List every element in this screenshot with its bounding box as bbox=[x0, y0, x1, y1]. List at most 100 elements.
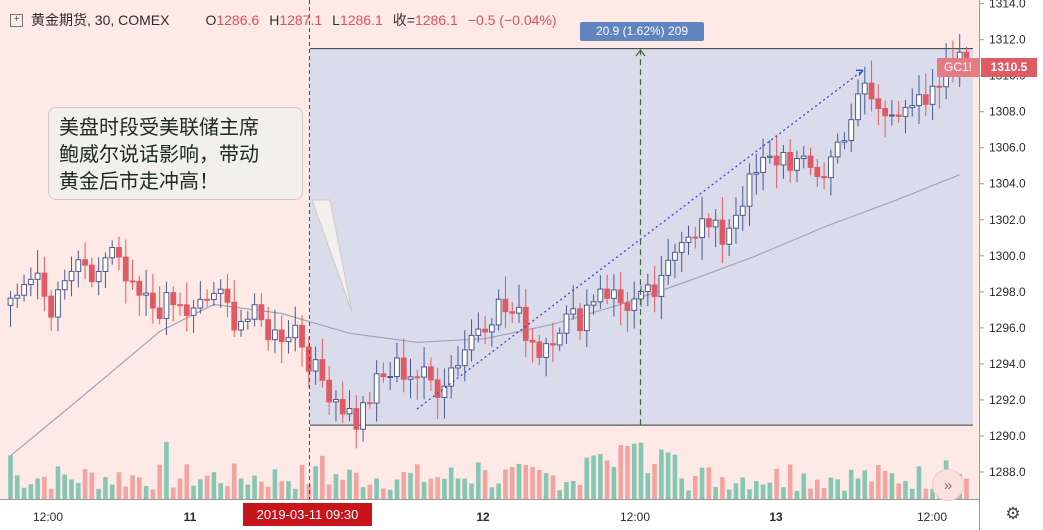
candle bbox=[353, 395, 360, 449]
volume-bar bbox=[320, 455, 325, 499]
candle-body bbox=[7, 297, 14, 306]
candle bbox=[177, 292, 183, 316]
candle-body bbox=[699, 218, 705, 239]
volume-bar bbox=[733, 483, 739, 499]
candle-body bbox=[821, 176, 828, 179]
price-axis bbox=[979, 0, 1043, 530]
candle-body bbox=[312, 359, 319, 372]
candle bbox=[712, 209, 719, 248]
candle-body bbox=[909, 105, 916, 109]
candle-body bbox=[217, 288, 224, 294]
volume-bar bbox=[401, 471, 407, 499]
candle-body bbox=[733, 214, 739, 229]
candle bbox=[482, 315, 489, 345]
candle-body bbox=[41, 272, 48, 297]
candle bbox=[143, 269, 149, 316]
volume-bar bbox=[381, 488, 386, 499]
candle bbox=[163, 281, 170, 335]
gear-icon[interactable]: ⚙ bbox=[1005, 504, 1021, 523]
volume-bar bbox=[415, 464, 420, 499]
candle-body bbox=[651, 284, 658, 297]
volume-bar bbox=[184, 464, 190, 499]
volume-bar bbox=[740, 477, 746, 499]
volume-bar bbox=[760, 484, 766, 499]
volume-bar bbox=[462, 478, 468, 499]
volume-bar bbox=[618, 445, 623, 499]
candle bbox=[699, 196, 705, 261]
price-tick-label: 1290.0 bbox=[989, 429, 1026, 443]
candle bbox=[149, 274, 156, 324]
legend-open: 1286.6 bbox=[216, 12, 260, 28]
candle-body bbox=[88, 264, 95, 283]
candle-body bbox=[265, 319, 272, 341]
volume-bar bbox=[238, 478, 244, 499]
candle bbox=[251, 293, 258, 327]
candle-body bbox=[875, 98, 882, 110]
volume-bar bbox=[211, 472, 217, 499]
candle-body bbox=[590, 301, 597, 306]
legend-close: 1286.1 bbox=[414, 12, 458, 28]
candle bbox=[333, 390, 339, 422]
volume-bar bbox=[157, 464, 162, 499]
legend-low-label: L bbox=[332, 12, 340, 28]
candle bbox=[14, 283, 21, 309]
volume-bar bbox=[503, 469, 508, 499]
candle bbox=[461, 330, 468, 382]
volume-bar bbox=[896, 483, 901, 499]
candle-body bbox=[834, 141, 841, 158]
candle-body bbox=[333, 399, 339, 403]
volume-bar bbox=[265, 486, 271, 499]
candle bbox=[27, 267, 34, 297]
annotation-callout[interactable]: 美盘时段受美联储主席 鲍威尔说话影响，带动 黄金后市走冲高！ bbox=[48, 107, 303, 200]
volume-bar bbox=[48, 488, 54, 499]
volume-bar bbox=[516, 463, 522, 499]
price-tick-label: 1292.0 bbox=[989, 393, 1026, 407]
volume-bar bbox=[272, 469, 278, 499]
price-tick-label: 1312.0 bbox=[989, 33, 1026, 47]
candle-body bbox=[482, 328, 489, 333]
plus-square-icon[interactable]: + bbox=[10, 13, 23, 27]
candle-body bbox=[719, 219, 726, 245]
volume-bar bbox=[713, 486, 718, 499]
candle-body bbox=[285, 337, 292, 343]
candle bbox=[319, 338, 326, 388]
double-chevron-right-icon: » bbox=[943, 476, 953, 494]
scroll-to-realtime-button[interactable]: » bbox=[932, 469, 964, 501]
volume-bar bbox=[76, 483, 81, 499]
candle-body bbox=[34, 272, 41, 280]
volume-bar bbox=[699, 467, 705, 499]
candle bbox=[760, 138, 766, 191]
candle bbox=[909, 88, 916, 117]
volume-bar bbox=[808, 488, 813, 499]
candle-body bbox=[502, 298, 509, 313]
volume-bar bbox=[828, 477, 834, 499]
candle-body bbox=[685, 236, 692, 244]
volume-bar bbox=[543, 473, 549, 499]
time-tick-label: 13 bbox=[769, 510, 783, 524]
candle bbox=[204, 289, 211, 308]
candle bbox=[427, 357, 434, 391]
legend-high: 1287.1 bbox=[279, 12, 323, 28]
volume-bar bbox=[964, 478, 969, 499]
volume-bar bbox=[537, 470, 542, 499]
candle bbox=[882, 100, 889, 138]
volume-bar bbox=[652, 463, 657, 499]
candle-body bbox=[577, 308, 583, 332]
candle-body bbox=[366, 402, 373, 405]
volume-bar bbox=[557, 490, 562, 499]
candle bbox=[421, 347, 427, 400]
candle-body bbox=[550, 343, 556, 346]
candle-body bbox=[780, 151, 787, 166]
candle bbox=[55, 281, 61, 332]
candle bbox=[529, 327, 536, 363]
volume-bar bbox=[353, 472, 359, 499]
volume-bar bbox=[8, 455, 13, 499]
volume-bar bbox=[469, 483, 474, 499]
candle-body bbox=[760, 156, 766, 174]
candle-body bbox=[929, 85, 936, 105]
volume-bar bbox=[876, 464, 881, 499]
candle-body bbox=[224, 288, 231, 303]
candle-body bbox=[800, 155, 807, 160]
candle-body bbox=[705, 218, 712, 228]
